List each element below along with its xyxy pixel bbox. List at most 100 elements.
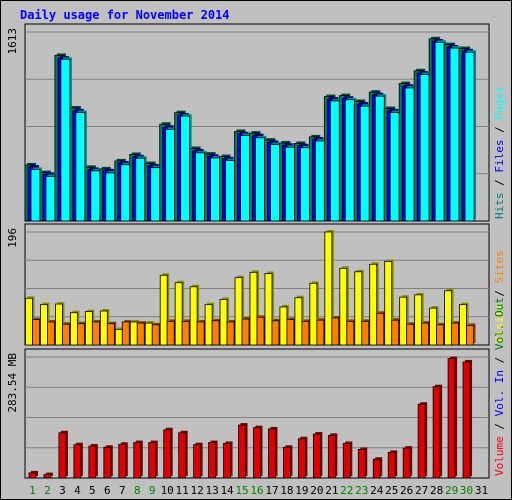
panel-bottom: 283.54 MB Volume / Vol. In / Vol. Out [6,297,506,479]
x-tick-label-day-16: 16 [250,484,263,497]
bar-sites-day-29 [451,321,461,346]
legend-item: / [493,173,506,193]
legend-bottom: Volume / Vol. In / Vol. Out [493,297,506,476]
bar-sites-day-8 [136,321,147,346]
bar-sites-day-20 [316,318,326,346]
bar-sites-day-11 [181,319,192,346]
bar-sites-day-17 [271,318,281,346]
bar-pages-day-4 [75,110,87,222]
bar-sites-day-26 [406,322,416,346]
bar-sites-day-15 [241,317,252,346]
bar-volume-day-4 [73,442,83,479]
bar-sites-day-6 [106,321,117,346]
x-tick-label-day-13: 13 [205,484,218,497]
bar-sites-day-7 [121,319,132,346]
bar-volume-day-28 [432,384,443,479]
bar-volume-day-15 [238,423,248,479]
x-tick-label-day-31: 31 [475,484,488,497]
x-tick-label-day-8: 8 [134,484,141,497]
x-tick-label-day-20: 20 [310,484,323,497]
bar-volume-day-13 [208,440,218,479]
legend-item: / [493,350,506,370]
bar-volume-day-17 [268,426,278,479]
bar-sites-day-3 [62,322,72,346]
bar-volume-day-6 [103,445,113,479]
bar-sites-day-27 [421,321,431,346]
bar-visits-day-24 [369,262,379,346]
legend-item: / [493,120,506,140]
bar-volume-day-3 [58,430,68,479]
bar-visits-day-11 [174,280,185,346]
x-tick-label-day-11: 11 [176,484,189,497]
bar-volume-day-18 [283,445,293,479]
bar-visits-day-26 [399,295,409,346]
bar-volume-day-29 [447,356,458,479]
panel-top: 1613 Hits / Files / Pages [6,23,506,222]
x-tick-label-day-5: 5 [89,484,96,497]
bar-sites-day-23 [361,319,371,346]
legend-item: Vol. Out [493,297,506,350]
bar-visits-day-17 [264,271,274,346]
bar-volume-day-25 [387,450,398,479]
bar-volume-day-22 [342,441,353,479]
bar-volume-day-21 [327,433,338,479]
bar-volume-day-7 [118,442,128,479]
bar-sites-day-12 [196,319,207,346]
bar-sites-day-9 [151,322,162,346]
bar-sites-day-25 [391,318,401,346]
bar-sites-day-30 [466,323,476,346]
x-tick-label-day-27: 27 [415,484,428,497]
x-tick-label-day-25: 25 [385,484,398,497]
x-tick-label-day-24: 24 [370,484,384,497]
x-tick-label-day-26: 26 [400,484,413,497]
legend-item: Visits [493,303,506,343]
bar-volume-day-5 [88,443,98,479]
bar-sites-day-24 [376,311,386,346]
bar-sites-day-21 [331,315,341,346]
chart-title: Daily usage for November 2014 [20,8,230,22]
bar-volume-day-30 [462,359,473,479]
x-tick-label-day-22: 22 [340,484,353,497]
bar-sites-day-14 [226,319,237,346]
x-tick-label-day-23: 23 [355,484,368,497]
bar-volume-day-12 [193,442,203,479]
x-axis-labels: 1 2 3 4 5 6 7 8 9 10 11 12 13 14 15 16 17 18 19 20 21 22 23 24 2… [29,484,488,497]
legend-item: Vol. In [493,370,506,416]
legend-item: / [493,416,506,436]
bar-sites-day-1 [32,317,42,346]
bar-volume-day-16 [253,425,263,479]
legend-item: Volume [493,436,506,476]
bar-visits-day-21 [324,230,334,346]
bar-sites-day-10 [166,319,177,346]
x-tick-label-day-6: 6 [104,484,111,497]
bar-visits-day-29 [444,288,454,346]
bar-volume-day-20 [312,432,323,479]
bar-volume-day-14 [223,441,233,479]
bar-visits-day-23 [354,269,364,346]
x-tick-label-day-1: 1 [29,484,36,497]
x-tick-label-day-7: 7 [119,484,126,497]
bar-visits-day-25 [384,259,394,346]
bar-visits-day-22 [339,266,349,346]
x-tick-label-day-9: 9 [149,484,156,497]
bar-volume-day-24 [372,457,383,479]
bar-visits-day-10 [159,273,170,346]
x-tick-label-day-10: 10 [161,484,174,497]
x-tick-label-day-15: 15 [235,484,248,497]
x-tick-label-day-29: 29 [445,484,458,497]
bar-visits-day-30 [459,302,469,346]
bar-visits-day-15 [234,275,245,346]
x-tick-label-day-14: 14 [220,484,234,497]
x-tick-label-day-21: 21 [325,484,338,497]
x-tick-label-day-28: 28 [430,484,443,497]
chart-panels: 1613 Hits / Files / Pages 196 Visits / Site… [6,23,506,479]
y-max-label-middle: 196 [6,228,19,248]
bar-sites-day-2 [47,319,57,346]
bar-visits-day-27 [414,292,424,346]
legend-middle: Visits / Sites [493,250,506,343]
x-tick-label-day-30: 30 [460,484,473,497]
x-tick-label-day-2: 2 [44,484,51,497]
bar-volume-day-19 [298,436,308,479]
bar-visits-day-12 [189,284,200,346]
